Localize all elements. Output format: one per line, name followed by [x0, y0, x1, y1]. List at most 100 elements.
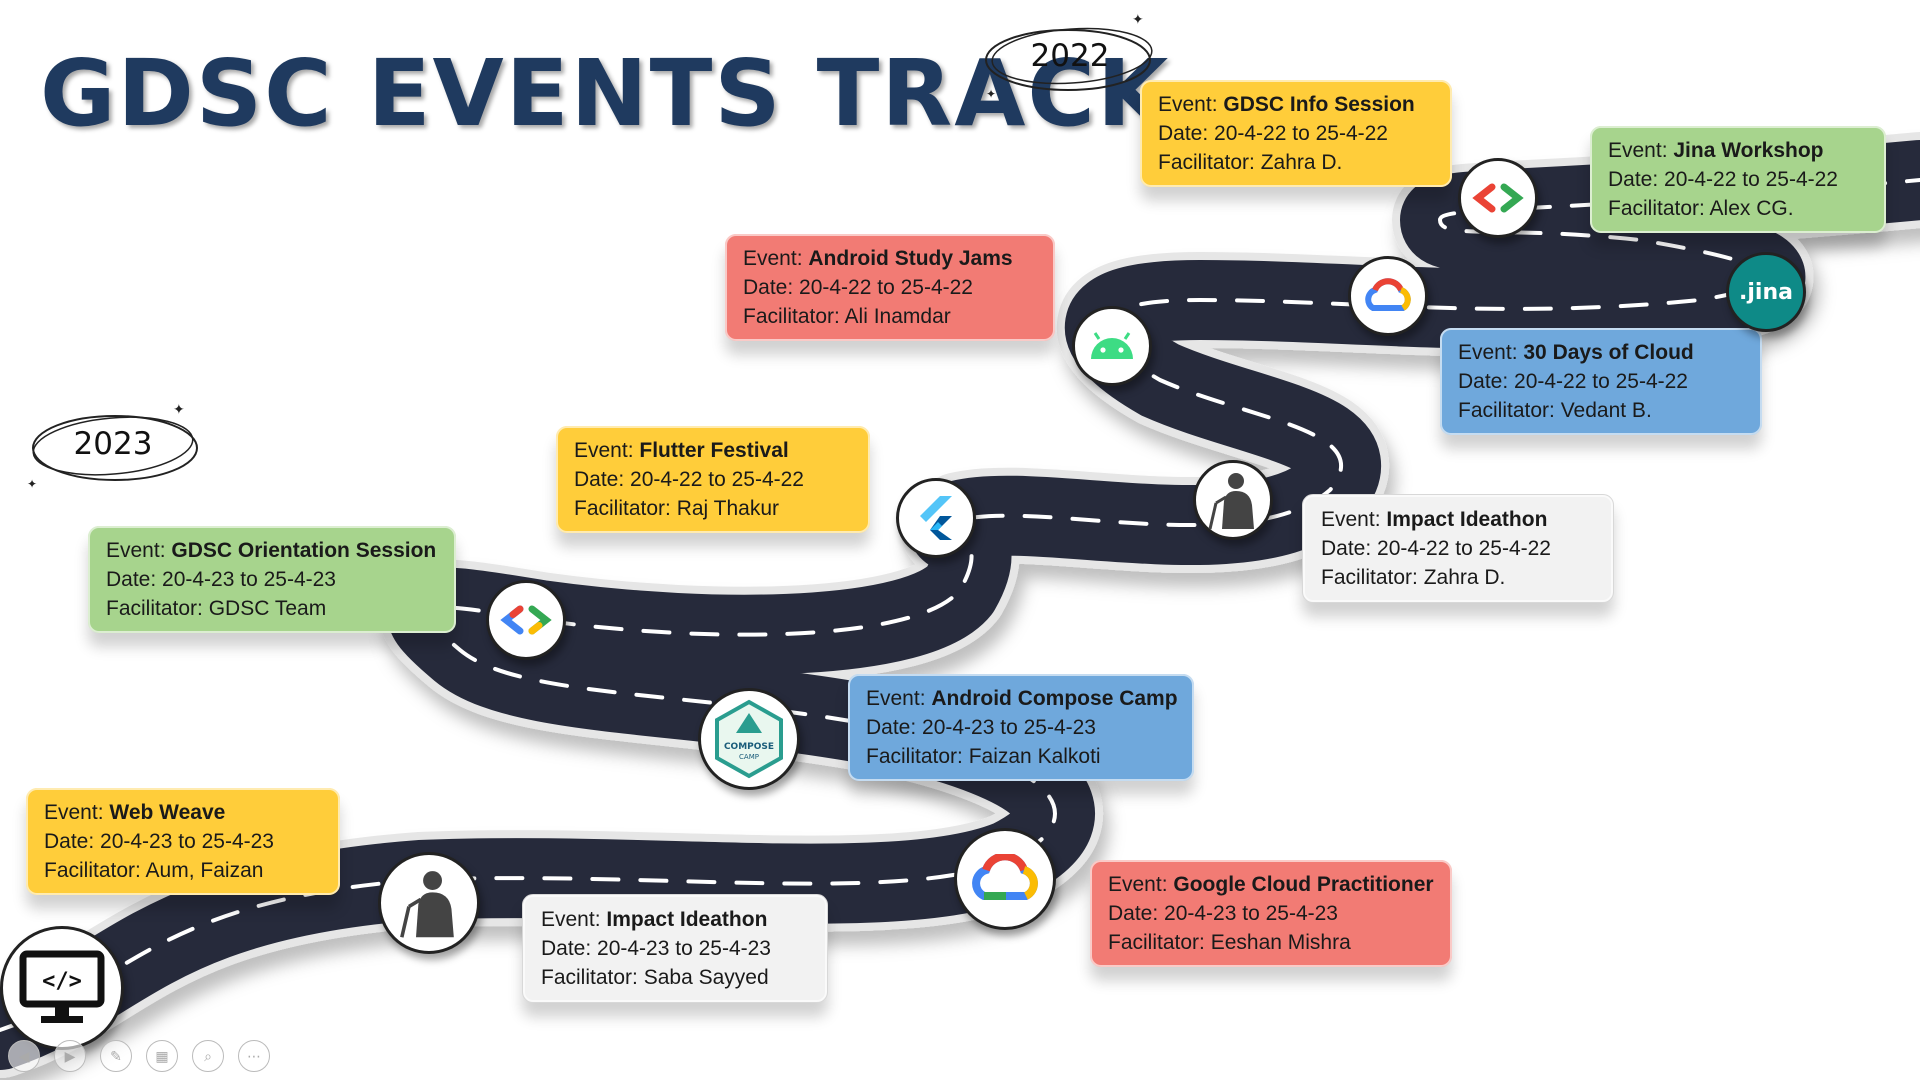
svg-text:✦: ✦: [986, 87, 996, 101]
event-card-web-weave: Event: Web Weave Date: 20-4-23 to 25-4-2…: [26, 788, 340, 895]
jina-logo-text: .jina: [1739, 279, 1793, 305]
svg-text:</>: </>: [42, 969, 82, 994]
orbit-ellipse-icon: ✦ ✦: [27, 401, 198, 491]
date-label: Date:: [541, 937, 598, 960]
event-facilitator: Saba Sayyed: [643, 966, 769, 989]
facilitator-label: Facilitator:: [743, 305, 845, 328]
event-card-jina-workshop: Event: Jina Workshop Date: 20-4-22 to 25…: [1590, 126, 1886, 233]
event-name: 30 Days of Cloud: [1523, 341, 1694, 364]
compose-text: COMPOSE: [724, 742, 774, 752]
facilitator-label: Facilitator:: [1108, 931, 1211, 954]
event-name: Impact Ideathon: [606, 908, 768, 931]
event-date: 20-4-23 to 25-4-23: [597, 937, 771, 960]
year-badge-2022: ✦ ✦ 2022: [982, 12, 1158, 104]
event-card-impact-ideathon-2023: Event: Impact Ideathon Date: 20-4-23 to …: [522, 894, 828, 1003]
date-label: Date:: [866, 716, 923, 739]
event-facilitator: Zahra D.: [1423, 566, 1506, 589]
event-card-flutter-festival: Event: Flutter Festival Date: 20-4-22 to…: [556, 426, 870, 533]
event-card-gdsc-orientation-session: Event: GDSC Orientation Session Date: 20…: [88, 526, 456, 633]
event-date: 20-4-22 to 25-4-22: [630, 468, 804, 491]
event-name: Android Compose Camp: [931, 687, 1178, 710]
camp-text: CAMP: [739, 753, 759, 761]
date-label: Date:: [743, 276, 800, 299]
event-date: 20-4-23 to 25-4-23: [100, 830, 274, 853]
event-card-google-cloud-practitioner: Event: Google Cloud Practitioner Date: 2…: [1090, 860, 1452, 967]
event-name: Web Weave: [109, 801, 226, 824]
event-name: Flutter Festival: [639, 439, 789, 462]
zoom-icon[interactable]: ⌕: [192, 1040, 224, 1072]
date-label: Date:: [44, 830, 101, 853]
event-label: Event:: [44, 801, 110, 824]
event-facilitator: Alex CG.: [1709, 197, 1794, 220]
svg-text:✦: ✦: [27, 477, 37, 491]
slides-icon[interactable]: ▦: [146, 1040, 178, 1072]
event-facilitator: Vedant B.: [1560, 399, 1652, 422]
compose-camp-icon: COMPOSE CAMP: [698, 688, 800, 790]
facilitator-label: Facilitator:: [1321, 566, 1424, 589]
event-date: 20-4-22 to 25-4-22: [799, 276, 973, 299]
event-date: 20-4-23 to 25-4-23: [162, 568, 336, 591]
facilitator-label: Facilitator:: [1158, 151, 1261, 174]
event-label: Event:: [1608, 139, 1674, 162]
page-title: GDSC EVENTS TRACK: [40, 40, 1171, 147]
event-facilitator: Eeshan Mishra: [1210, 931, 1351, 954]
web-dev-icon: </>: [0, 926, 124, 1050]
date-label: Date:: [1458, 370, 1515, 393]
event-label: Event:: [106, 539, 172, 562]
facilitator-label: Facilitator:: [44, 859, 146, 882]
facilitator-label: Facilitator:: [574, 497, 677, 520]
google-developers-icon: [1458, 158, 1538, 238]
year-badge-2023: ✦ ✦ 2023: [25, 400, 201, 492]
event-card-android-compose-camp: Event: Android Compose Camp Date: 20-4-2…: [848, 674, 1194, 781]
event-facilitator: Faizan Kalkoti: [968, 745, 1101, 768]
google-cloud-icon: [1348, 256, 1428, 336]
event-facilitator: Aum, Faizan: [145, 859, 264, 882]
event-label: Event:: [541, 908, 607, 931]
event-label: Event:: [1108, 873, 1174, 896]
slideshow-controls: ◀ ▶ ✎ ▦ ⌕ ⋯: [8, 1040, 270, 1072]
event-facilitator: Raj Thakur: [676, 497, 780, 520]
date-label: Date:: [1108, 902, 1165, 925]
flutter-icon: [896, 478, 976, 558]
event-name: GDSC Orientation Session: [171, 539, 437, 562]
event-name: Google Cloud Practitioner: [1173, 873, 1434, 896]
more-icon[interactable]: ⋯: [238, 1040, 270, 1072]
previous-icon[interactable]: ◀: [8, 1040, 40, 1072]
orbit-ellipse-icon: ✦ ✦: [985, 12, 1153, 101]
event-date: 20-4-23 to 25-4-23: [1164, 902, 1338, 925]
event-date: 20-4-22 to 25-4-22: [1514, 370, 1688, 393]
speaker-icon: [1193, 460, 1273, 540]
event-name: GDSC Info Session: [1223, 93, 1415, 116]
event-date: 20-4-22 to 25-4-22: [1377, 537, 1551, 560]
event-date: 20-4-23 to 25-4-23: [922, 716, 1096, 739]
event-label: Event:: [574, 439, 640, 462]
event-date: 20-4-22 to 25-4-22: [1214, 122, 1388, 145]
event-name: Jina Workshop: [1673, 139, 1824, 162]
speaker-icon: [378, 852, 480, 954]
event-date: 20-4-22 to 25-4-22: [1664, 168, 1838, 191]
android-icon: [1072, 306, 1152, 386]
next-icon[interactable]: ▶: [54, 1040, 86, 1072]
jina-icon: .jina: [1726, 252, 1806, 332]
event-label: Event:: [866, 687, 932, 710]
event-card-30-days-of-cloud: Event: 30 Days of Cloud Date: 20-4-22 to…: [1440, 328, 1762, 435]
year-label: 2023: [73, 426, 153, 462]
google-cloud-icon: [954, 828, 1056, 930]
facilitator-label: Facilitator:: [866, 745, 969, 768]
event-label: Event:: [743, 247, 809, 270]
svg-text:✦: ✦: [173, 401, 185, 417]
event-label: Event:: [1158, 93, 1224, 116]
event-name: Android Study Jams: [808, 247, 1013, 270]
event-facilitator: Zahra D.: [1260, 151, 1343, 174]
date-label: Date:: [1321, 537, 1378, 560]
event-label: Event:: [1321, 508, 1387, 531]
date-label: Date:: [1608, 168, 1665, 191]
year-label: 2022: [1030, 38, 1110, 74]
facilitator-label: Facilitator:: [106, 597, 209, 620]
event-facilitator: Ali Inamdar: [844, 305, 951, 328]
event-card-impact-ideathon-2022: Event: Impact Ideathon Date: 20-4-22 to …: [1302, 494, 1614, 603]
date-label: Date:: [1158, 122, 1215, 145]
event-name: Impact Ideathon: [1386, 508, 1548, 531]
pen-icon[interactable]: ✎: [100, 1040, 132, 1072]
event-facilitator: GDSC Team: [208, 597, 327, 620]
